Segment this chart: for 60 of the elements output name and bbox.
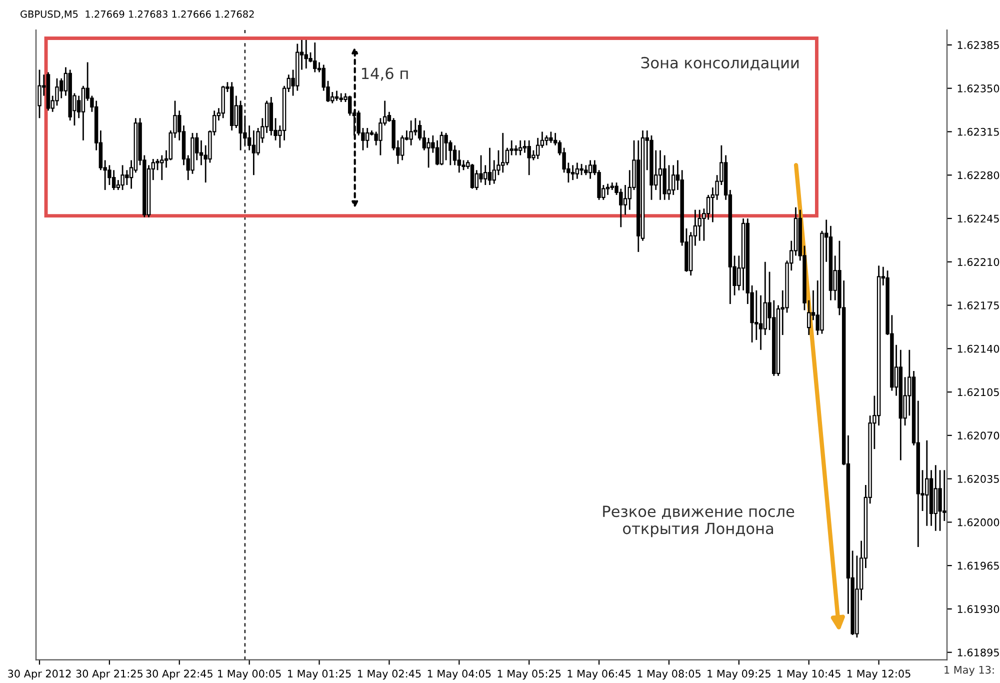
x-tick-label: 1 May 05:25	[498, 670, 561, 680]
candlestick	[199, 140, 204, 166]
chart-title: GBPUSD,M5 1.27669 1.27683 1.27666 1.27682	[20, 10, 254, 19]
candlestick	[606, 183, 610, 196]
text: 1 May 13:	[944, 666, 994, 676]
y-tick-label: 1.62175	[958, 301, 999, 310]
candlestick	[38, 69, 42, 119]
y-tick-label: 1.62350	[958, 84, 1000, 92]
y-tick-label: 1.62070	[958, 432, 1000, 440]
annotation: Зона консолидации	[641, 56, 799, 70]
y-tick-label: 1.62280	[958, 171, 1000, 180]
y-tick-label: 1.62105	[958, 388, 999, 396]
y-tick-label: 1.62140	[958, 344, 1000, 353]
x-tick-label: 1 May 00:05	[218, 670, 281, 680]
candlestick	[758, 294, 763, 351]
x-tick-label: 1 May 10:45	[778, 670, 840, 680]
candlestick	[252, 130, 256, 176]
x-tick-label: 1 May 08:05	[638, 670, 700, 680]
y-tick-label: 1.62035	[958, 475, 999, 483]
y-tick-label: 1.62385	[958, 41, 999, 50]
candlestick	[570, 164, 575, 181]
x-tick-label: 1 May 04:05	[428, 670, 491, 680]
candlestick	[470, 163, 474, 190]
x-tick-label: 30 Apr 22:45	[146, 670, 212, 680]
y-tick-label: 1.62315	[958, 128, 999, 136]
candlestick	[334, 90, 339, 102]
annotation: Резкое движение после открытия Лондона	[603, 506, 794, 538]
x-tick-label: 1 May 01:25	[288, 670, 351, 680]
annotation: 14,6 п	[362, 68, 408, 81]
candlestick	[81, 85, 86, 142]
candlestick	[488, 147, 492, 186]
y-tick-label: 1.62210	[958, 258, 1000, 266]
y-tick-label: 1.61965	[958, 562, 999, 570]
x-tick-label: 1 May 06:45	[568, 670, 631, 680]
candlestick	[575, 162, 580, 180]
y-tick-label: 1.62245	[958, 214, 999, 223]
candlestick	[658, 150, 662, 201]
y-tick-label: 1.61895	[958, 648, 999, 656]
x-tick-label: 1 May 12:05	[848, 670, 910, 680]
candlestick	[457, 150, 462, 174]
candlestick	[112, 169, 116, 191]
y-tick-label: 1.61930	[958, 605, 1000, 614]
candlestick	[706, 194, 710, 220]
candlestick	[938, 469, 942, 532]
x-tick-label: 30 Apr 21:25	[76, 670, 142, 680]
candlestick	[505, 147, 510, 166]
x-tick-label: 1 May 02:45	[358, 670, 421, 680]
candlestick	[536, 137, 540, 160]
x-tick-label: 1 May 09:25	[708, 670, 770, 680]
candlestick	[671, 164, 676, 196]
candlestick	[247, 124, 252, 151]
candlestick	[400, 134, 404, 161]
y-tick-label: 1.62000	[958, 518, 1000, 526]
x-tick-label: 30 Apr 2012	[8, 670, 71, 680]
candlestick	[304, 39, 308, 70]
candlestick	[452, 144, 457, 166]
candlestick	[365, 127, 370, 149]
candlestick	[588, 160, 592, 180]
candlestick	[518, 140, 522, 156]
candlestick	[623, 184, 628, 216]
